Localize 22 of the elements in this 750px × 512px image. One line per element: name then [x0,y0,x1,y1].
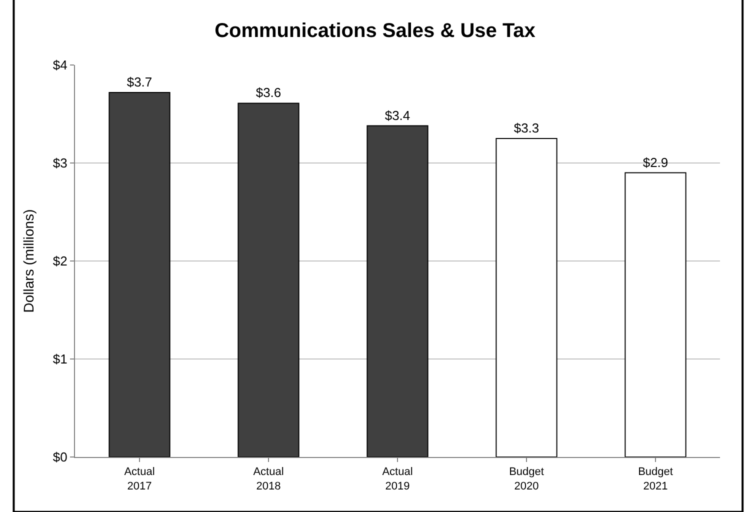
bar [108,92,170,457]
bar [366,125,428,457]
x-tick-label: Actual 2017 [124,466,155,492]
x-tick-label: Actual 2018 [253,466,284,492]
data-label: $3.7 [126,74,152,90]
data-label: $2.9 [642,154,668,170]
bar [624,172,686,457]
data-label: $3.3 [514,120,540,136]
x-tick-label: Budget 2020 [509,466,544,492]
bar [238,102,300,457]
y-tick-label: $1 [52,352,68,367]
data-label: $3.6 [256,85,282,100]
x-tick-label: Budget 2021 [638,466,673,492]
y-tick-label: $4 [52,58,68,73]
y-axis-title: Dollars (millions) [20,209,37,313]
x-tick-label: Actual 2019 [382,466,413,492]
y-tick-label: $2 [52,254,68,269]
data-label: $3.4 [384,108,410,123]
chart-title: Communications Sales & Use Tax [214,20,536,42]
y-tick-label: $3 [52,156,68,171]
bar [496,138,558,457]
y-tick-label: $0 [52,450,68,465]
